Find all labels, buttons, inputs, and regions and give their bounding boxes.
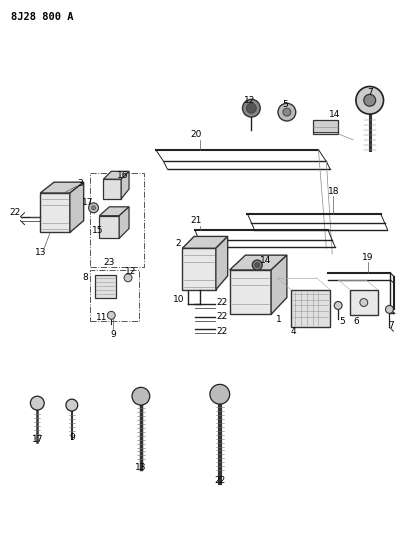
Polygon shape — [40, 193, 70, 232]
Text: 18: 18 — [328, 187, 339, 196]
Text: 5: 5 — [339, 317, 345, 326]
Circle shape — [132, 387, 150, 405]
Text: 11: 11 — [96, 313, 107, 322]
Circle shape — [364, 94, 375, 106]
Text: 22: 22 — [216, 327, 227, 336]
Polygon shape — [314, 120, 338, 134]
Polygon shape — [40, 182, 84, 193]
Circle shape — [89, 203, 99, 213]
Polygon shape — [119, 207, 129, 238]
Circle shape — [356, 86, 384, 114]
Circle shape — [278, 103, 296, 121]
Text: 9: 9 — [69, 433, 75, 442]
Text: 22: 22 — [216, 298, 227, 307]
Text: 13: 13 — [34, 248, 46, 257]
Polygon shape — [230, 270, 271, 314]
Polygon shape — [216, 237, 228, 289]
Circle shape — [92, 206, 95, 210]
Text: 22: 22 — [214, 475, 225, 484]
Circle shape — [124, 274, 132, 282]
Text: 17: 17 — [82, 198, 93, 207]
Text: 21: 21 — [191, 216, 202, 225]
Text: 10: 10 — [173, 295, 184, 304]
Bar — [350, 289, 378, 316]
Text: 12: 12 — [125, 268, 137, 277]
Bar — [291, 289, 330, 327]
Circle shape — [30, 396, 44, 410]
Text: 23: 23 — [103, 257, 115, 266]
Text: 9: 9 — [110, 329, 116, 338]
Bar — [90, 270, 139, 321]
Circle shape — [360, 298, 368, 306]
Text: 3: 3 — [77, 179, 83, 188]
Circle shape — [66, 399, 78, 411]
Circle shape — [334, 302, 342, 310]
Polygon shape — [182, 248, 216, 289]
Circle shape — [107, 311, 115, 319]
Text: 14: 14 — [259, 256, 271, 264]
Text: 17: 17 — [31, 435, 43, 444]
Polygon shape — [182, 237, 228, 248]
Circle shape — [210, 384, 230, 404]
Circle shape — [386, 305, 393, 313]
Polygon shape — [230, 255, 287, 270]
Text: 8: 8 — [83, 273, 88, 282]
Polygon shape — [70, 182, 84, 232]
Circle shape — [243, 99, 260, 117]
Text: 12: 12 — [244, 96, 255, 105]
Polygon shape — [271, 255, 287, 314]
Bar — [90, 173, 144, 267]
Text: 15: 15 — [92, 226, 103, 235]
Text: 1: 1 — [276, 315, 282, 324]
Text: 5: 5 — [282, 100, 288, 109]
Text: 20: 20 — [191, 130, 202, 139]
Text: 7: 7 — [389, 321, 394, 330]
Circle shape — [247, 103, 256, 113]
Text: 22: 22 — [216, 312, 227, 321]
Text: 22: 22 — [9, 208, 20, 217]
Text: 4: 4 — [291, 327, 297, 336]
Polygon shape — [99, 216, 119, 238]
Text: 6: 6 — [353, 317, 359, 326]
Polygon shape — [103, 179, 121, 199]
Circle shape — [255, 263, 260, 268]
Polygon shape — [94, 275, 116, 297]
Text: 8J28 800 A: 8J28 800 A — [11, 12, 73, 21]
Polygon shape — [121, 171, 129, 199]
Text: 13: 13 — [135, 463, 146, 472]
Text: 2: 2 — [175, 239, 181, 248]
Circle shape — [252, 260, 262, 270]
Text: 7: 7 — [367, 88, 373, 97]
Text: 19: 19 — [362, 253, 373, 262]
Text: 14: 14 — [328, 110, 340, 119]
Polygon shape — [103, 171, 129, 179]
Circle shape — [283, 108, 291, 116]
Text: 16: 16 — [117, 171, 129, 180]
Polygon shape — [99, 207, 129, 216]
